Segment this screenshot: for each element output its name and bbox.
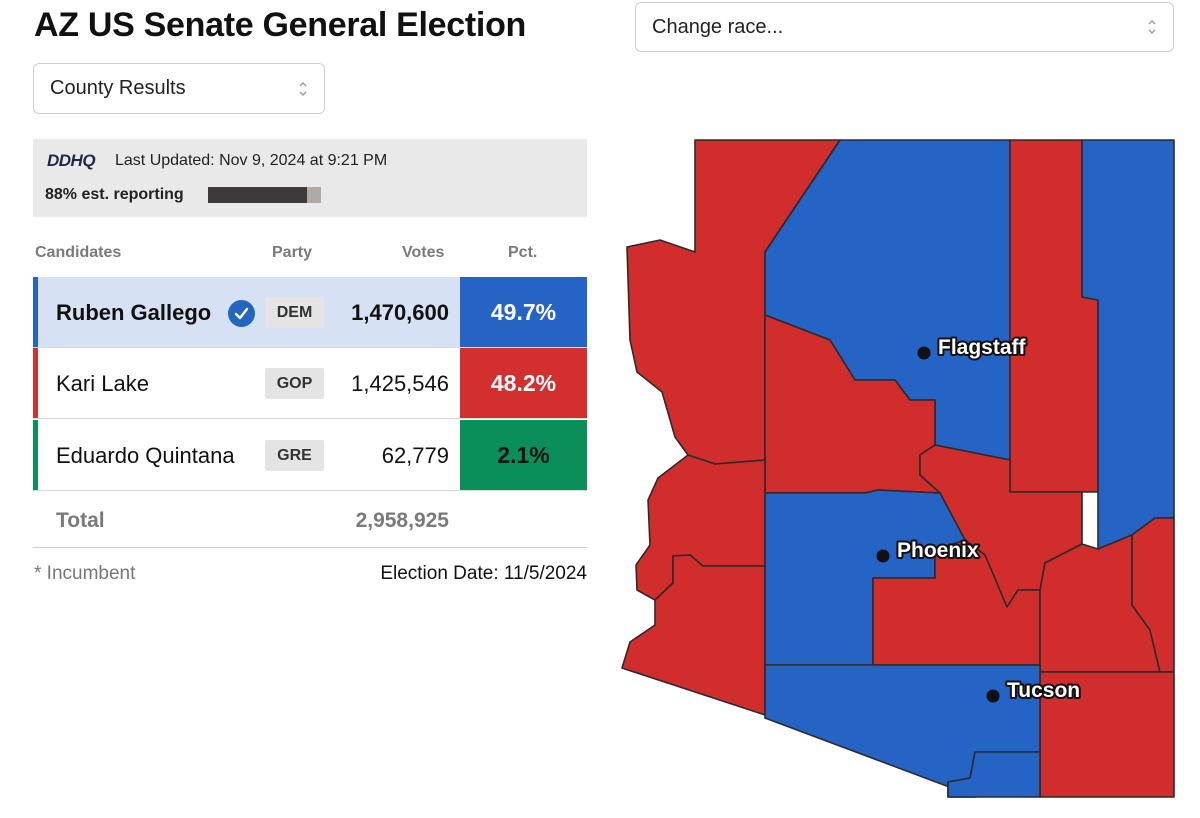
county-maricopa[interactable] bbox=[764, 489, 966, 666]
county-la-paz[interactable] bbox=[635, 454, 766, 601]
county-coconino[interactable] bbox=[764, 139, 1011, 461]
county-gila[interactable] bbox=[919, 444, 1083, 608]
change-race-select[interactable]: Change race... bbox=[635, 2, 1174, 52]
city-label-flagstaff: Flagstaff bbox=[938, 336, 1027, 359]
candidate-pct: 49.7% bbox=[460, 277, 587, 347]
candidate-name: Ruben Gallego bbox=[56, 300, 212, 325]
candidate-pct: 2.1% bbox=[460, 420, 587, 490]
reporting-progress-bar bbox=[208, 187, 321, 203]
ddhq-logo-text: DDHQ bbox=[47, 151, 96, 170]
candidate-row[interactable]: Kari Lake GOP 1,425,546 48.2% bbox=[33, 348, 587, 419]
change-race-select-value: Change race... bbox=[652, 15, 784, 38]
divider bbox=[33, 547, 587, 548]
results-view-select-value: County Results bbox=[50, 77, 186, 99]
last-updated-text: Last Updated: Nov 9, 2024 at 9:21 PM bbox=[115, 152, 388, 169]
header-votes: Votes bbox=[402, 244, 445, 261]
winner-check-icon bbox=[228, 300, 255, 327]
party-badge: GRE bbox=[265, 440, 324, 471]
city-label-tucson: Tucson bbox=[1007, 679, 1080, 702]
city-dot-phoenix bbox=[876, 549, 890, 563]
ddhq-logo: DDHQ bbox=[47, 151, 96, 171]
county-mohave[interactable] bbox=[626, 139, 841, 465]
select-chevrons-icon bbox=[1148, 20, 1156, 34]
county-cochise[interactable] bbox=[1039, 671, 1175, 798]
party-stripe bbox=[33, 420, 38, 490]
candidate-votes: 62,779 bbox=[381, 443, 449, 468]
election-date: Election Date: 11/5/2024 bbox=[380, 563, 587, 584]
candidate-votes: 1,470,600 bbox=[351, 300, 449, 325]
total-votes: 2,958,925 bbox=[355, 509, 449, 532]
county-santa-cruz[interactable] bbox=[947, 751, 1041, 798]
header-party: Party bbox=[272, 244, 313, 261]
county-apache[interactable] bbox=[1081, 139, 1175, 550]
candidate-row[interactable]: Ruben Gallego DEM 1,470,600 49.7% bbox=[33, 277, 587, 348]
county-graham[interactable] bbox=[1039, 534, 1161, 673]
county-navajo[interactable] bbox=[1009, 139, 1099, 493]
candidate-pct: 48.2% bbox=[460, 348, 587, 418]
results-view-select[interactable]: County Results bbox=[33, 63, 325, 114]
reporting-label: 88% est. reporting bbox=[45, 186, 184, 203]
incumbent-note: * Incumbent bbox=[34, 563, 136, 584]
county-pima[interactable] bbox=[764, 664, 1041, 798]
party-stripe bbox=[33, 348, 38, 418]
header-candidates: Candidates bbox=[35, 244, 122, 261]
county-yuma[interactable] bbox=[621, 554, 766, 716]
county-yavapai[interactable] bbox=[764, 314, 941, 494]
city-label-phoenix: Phoenix bbox=[897, 539, 979, 562]
party-badge: DEM bbox=[265, 297, 324, 328]
city-dot-tucson bbox=[986, 689, 1000, 703]
candidate-votes: 1,425,546 bbox=[351, 371, 449, 396]
select-chevrons-icon bbox=[299, 81, 307, 96]
candidate-name: Kari Lake bbox=[56, 371, 149, 396]
party-badge: GOP bbox=[265, 368, 324, 399]
total-label: Total bbox=[56, 509, 105, 532]
party-stripe bbox=[33, 277, 38, 347]
status-bar: DDHQ Last Updated: Nov 9, 2024 at 9:21 P… bbox=[33, 139, 587, 217]
page-title: AZ US Senate General Election bbox=[34, 6, 527, 44]
reporting-progress-fill bbox=[208, 187, 308, 203]
city-dot-flagstaff bbox=[917, 346, 931, 360]
candidate-row[interactable]: Eduardo Quintana GRE 62,779 2.1% bbox=[33, 420, 587, 491]
county-pinal[interactable] bbox=[872, 539, 1041, 666]
candidate-name: Eduardo Quintana bbox=[56, 443, 235, 468]
header-pct: Pct. bbox=[508, 244, 538, 261]
county-greenlee[interactable] bbox=[1131, 517, 1175, 673]
